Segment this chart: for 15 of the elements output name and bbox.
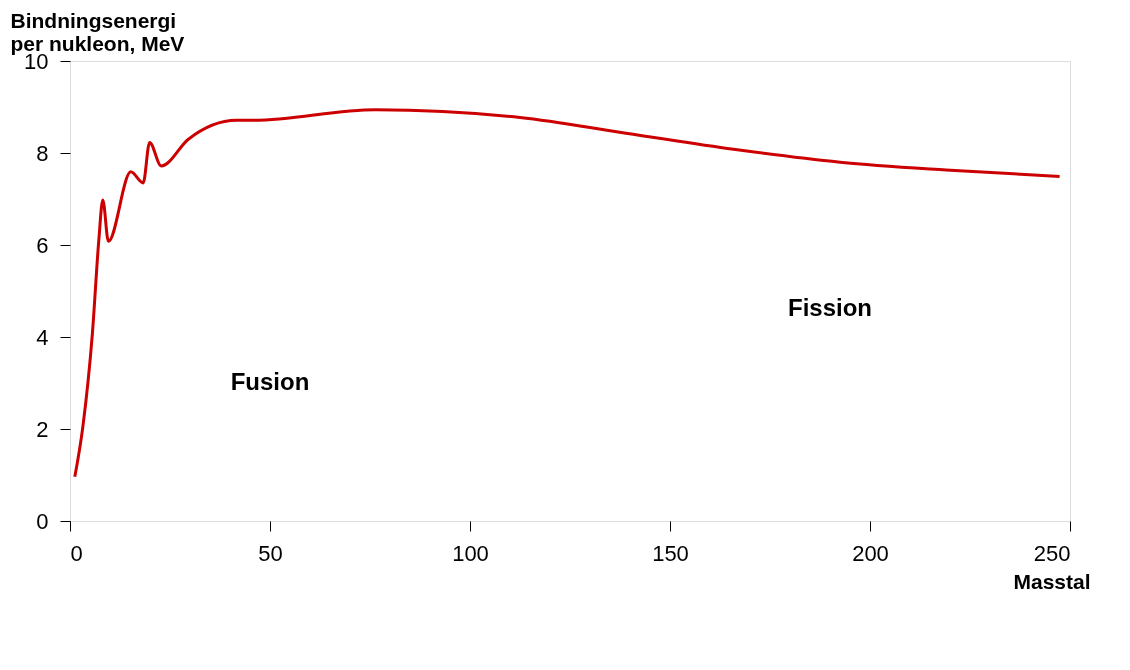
y-tick-label: 2 (36, 416, 49, 442)
y-tick-label: 6 (36, 232, 49, 258)
y-tick-label: 4 (36, 324, 49, 350)
x-tick-label: 0 (70, 540, 83, 566)
annotation: Fission (787, 294, 873, 322)
line-series (73, 108, 1062, 479)
x-tick-label: 50 (258, 540, 283, 566)
x-tick-label: 250 (1033, 540, 1071, 566)
annotation: Fusion (230, 368, 310, 395)
y-tick-label: 0 (36, 508, 49, 534)
x-tick-label: 150 (652, 540, 689, 566)
x-tick-label: 100 (452, 540, 489, 566)
x-tick-label: 200 (852, 540, 889, 566)
x-axis-title: Masstal (1013, 569, 1091, 593)
y-tick-label: 8 (36, 140, 49, 166)
